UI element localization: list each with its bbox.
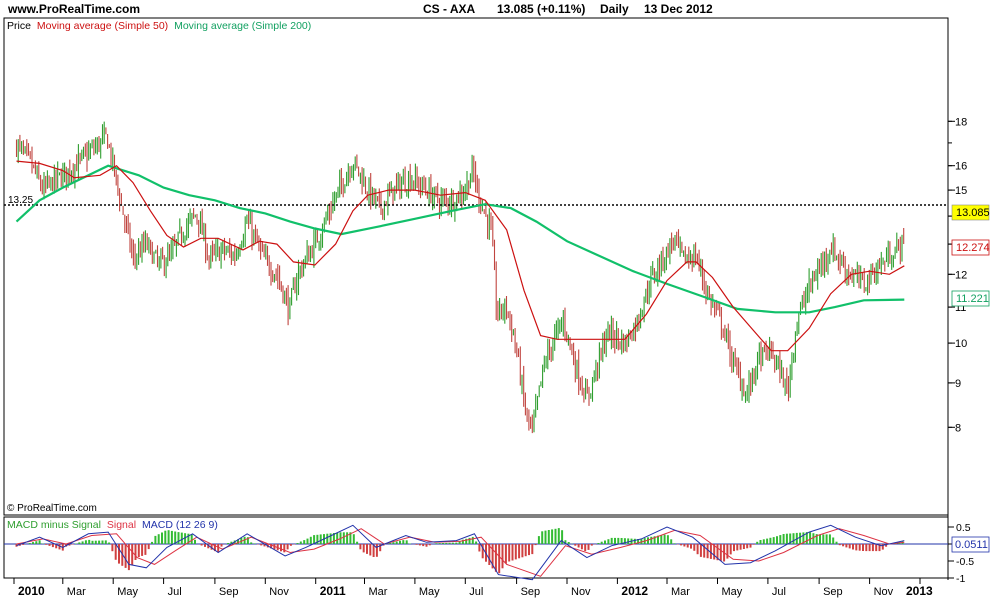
ma200-line bbox=[15, 164, 905, 314]
macd-last-box bbox=[951, 536, 990, 553]
time-tick-label: May bbox=[419, 586, 440, 598]
price-axis[interactable]: 891011121314151618 bbox=[948, 116, 967, 434]
macd-tick-label: -1 bbox=[956, 573, 965, 585]
legend-macd-hist: MACD minus Signal bbox=[7, 519, 101, 531]
time-tick-label: May bbox=[117, 586, 138, 598]
time-tick-label: Sep bbox=[219, 586, 239, 598]
last-price-label: 13.085 bbox=[956, 207, 990, 219]
ma200-last-box bbox=[951, 290, 990, 307]
price-panel[interactable] bbox=[3, 17, 949, 516]
macd-line bbox=[16, 524, 905, 581]
legend-ma200: Moving average (Simple 200) bbox=[174, 20, 311, 32]
time-tick-label: Mar bbox=[67, 586, 86, 598]
time-tick-label: Jul bbox=[469, 586, 483, 598]
price-tick-label: 12 bbox=[955, 269, 967, 281]
price-tick-label: 18 bbox=[955, 116, 967, 128]
last-price-box bbox=[951, 204, 990, 221]
time-tick-label: Sep bbox=[521, 586, 541, 598]
time-tick-label: Mar bbox=[671, 586, 690, 598]
time-tick-label: Sep bbox=[823, 586, 843, 598]
time-tick-label: 2012 bbox=[621, 584, 648, 598]
macd-panel[interactable] bbox=[3, 516, 949, 579]
time-tick-label: 2011 bbox=[320, 584, 346, 598]
legend-macd: MACD (12 26 9) bbox=[142, 519, 218, 531]
legend-ma50: Moving average (Simple 50) bbox=[37, 20, 168, 32]
ma50-last-label: 12.274 bbox=[956, 242, 990, 254]
macd-legend: MACD minus Signal Signal MACD (12 26 9) bbox=[7, 519, 218, 531]
price-tick-label: 8 bbox=[955, 422, 961, 434]
time-tick-label: 2013 bbox=[906, 584, 933, 598]
time-tick-label: Nov bbox=[269, 586, 289, 598]
chart-period: Daily bbox=[600, 2, 629, 16]
price-tick-label: 10 bbox=[955, 338, 967, 350]
candle-series bbox=[15, 121, 905, 434]
time-axis[interactable]: 2010 Mar May Jul Sep Nov 2011 Mar May Jul Sep Nov 20… bbox=[13, 578, 933, 598]
time-tick-label: Mar bbox=[369, 586, 388, 598]
chart-date: 13 Dec 2012 bbox=[644, 2, 713, 16]
ma200-last-label: 11.221 bbox=[956, 293, 989, 305]
reference-line-label: 13.25 bbox=[8, 195, 33, 206]
macd-axis[interactable]: 0.50-0.5-1 bbox=[948, 522, 974, 585]
time-tick-label: 2010 bbox=[18, 584, 45, 598]
time-tick-label: Jul bbox=[168, 586, 182, 598]
site-url[interactable]: www.ProRealTime.com bbox=[8, 2, 141, 16]
macd-tick-label: 0.5 bbox=[956, 522, 971, 534]
time-tick-label: Nov bbox=[874, 586, 894, 598]
price-tick-label: 11 bbox=[955, 302, 966, 314]
last-quote: 13.085 (+0.11%) bbox=[497, 2, 586, 16]
watermark: © ProRealTime.com bbox=[7, 503, 97, 514]
macd-last-label: 0.0511 bbox=[955, 539, 988, 551]
macd-tick-label: -0.5 bbox=[956, 556, 974, 568]
ma50-last-box bbox=[951, 239, 990, 256]
signal-line bbox=[16, 528, 905, 577]
price-legend: Price Moving average (Simple 50) Moving … bbox=[7, 20, 311, 32]
time-tick-label: Nov bbox=[571, 586, 591, 598]
symbol-title: CS - AXA bbox=[423, 2, 476, 16]
price-tick-label: 15 bbox=[955, 185, 967, 197]
price-tick-label: 9 bbox=[955, 378, 961, 390]
ma50-line bbox=[16, 160, 905, 352]
time-tick-label: May bbox=[722, 586, 743, 598]
price-tick-label: 16 bbox=[955, 161, 967, 173]
legend-signal: Signal bbox=[107, 519, 136, 531]
legend-price: Price bbox=[7, 20, 31, 32]
time-tick-label: Jul bbox=[772, 586, 786, 598]
